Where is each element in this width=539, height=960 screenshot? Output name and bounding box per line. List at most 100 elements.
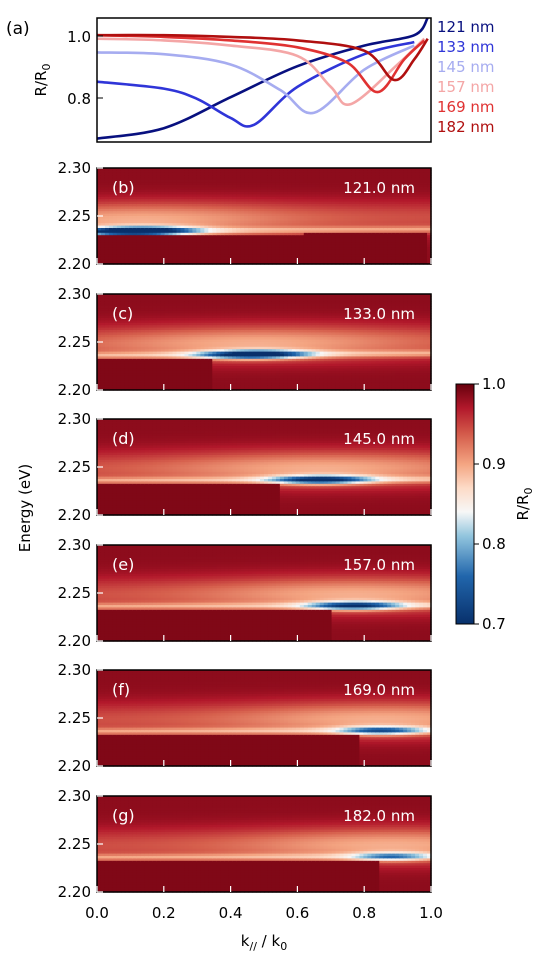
heatmap-cell xyxy=(112,206,118,210)
heatmap-cell xyxy=(260,192,265,195)
heatmap-cell xyxy=(264,192,269,195)
heatmap-cell xyxy=(371,249,376,253)
heatmap-cell xyxy=(184,261,190,265)
heatmap-cell xyxy=(315,247,321,251)
heatmap-cell xyxy=(287,247,293,251)
heatmap-cell xyxy=(315,177,321,181)
heatmap-cell xyxy=(359,201,365,205)
heatmap-cell xyxy=(152,194,158,198)
heatmap-cell xyxy=(144,351,150,355)
heatmap-cell xyxy=(132,225,138,229)
heatmap-cell xyxy=(176,201,182,205)
heatmap-cell xyxy=(196,237,201,241)
heatmap-cell xyxy=(240,172,245,176)
heatmap-cell xyxy=(188,240,194,243)
heatmap-cell xyxy=(132,366,138,369)
heatmap-cell xyxy=(116,168,122,171)
heatmap-cell xyxy=(160,235,166,239)
heatmap-cell xyxy=(303,256,309,260)
heatmap-cell xyxy=(156,330,162,333)
heatmap-cell xyxy=(140,175,146,179)
heatmap-cell xyxy=(97,232,102,236)
heatmap-cell xyxy=(283,230,289,234)
heatmap-cell xyxy=(303,175,309,179)
heatmap-cell xyxy=(395,235,400,239)
heatmap-cell xyxy=(124,204,130,207)
heatmap-cell xyxy=(212,189,217,193)
heatmap-cell xyxy=(140,318,146,321)
heatmap-cell xyxy=(232,252,237,255)
heatmap-cell xyxy=(359,168,365,171)
heatmap-cell xyxy=(136,184,142,188)
heatmap-cell xyxy=(244,180,249,183)
heatmap-cell xyxy=(252,237,257,241)
heatmap-cell xyxy=(359,237,365,241)
heatmap-cell xyxy=(232,180,237,183)
heatmap-cell xyxy=(180,189,186,193)
heatmap-cell xyxy=(100,380,106,384)
heatmap-cell xyxy=(112,346,118,350)
heatmap-cell xyxy=(97,170,102,174)
heatmap-cell xyxy=(132,346,138,350)
heatmap-cell xyxy=(100,228,106,231)
heatmap-cell xyxy=(359,211,365,215)
heatmap-cell xyxy=(252,249,257,253)
heatmap-cell xyxy=(375,180,380,183)
heatmap-cell xyxy=(120,196,126,200)
heatmap-cell xyxy=(267,204,273,207)
heatmap-cell xyxy=(295,235,301,239)
heatmap-cell xyxy=(112,375,118,379)
heatmap-cell xyxy=(156,206,162,210)
heatmap-cell xyxy=(387,182,392,186)
heatmap-cell xyxy=(228,170,233,174)
heatmap-cell xyxy=(120,334,126,338)
heatmap-cell xyxy=(148,378,154,381)
heatmap-cell xyxy=(116,184,122,188)
heatmap-cell xyxy=(188,187,194,191)
heatmap-cell xyxy=(220,211,225,215)
heatmap-cell xyxy=(148,252,154,255)
heatmap-cell xyxy=(180,194,186,198)
heatmap-cell xyxy=(244,235,249,239)
heatmap-cell xyxy=(283,223,289,227)
heatmap-cell xyxy=(415,199,420,203)
heatmap-cell xyxy=(236,192,241,195)
heatmap-cell xyxy=(236,204,241,207)
heatmap-cell xyxy=(188,196,194,200)
heatmap-cell xyxy=(387,199,392,203)
heatmap-cell xyxy=(267,208,273,212)
heatmap-cell xyxy=(172,180,178,183)
heatmap-cell xyxy=(240,194,245,198)
heatmap-cell xyxy=(160,180,166,183)
heatmap-cell xyxy=(319,254,325,258)
heatmap-cell xyxy=(355,211,361,215)
heatmap-cell xyxy=(411,261,416,265)
heatmap-cell xyxy=(108,303,114,307)
heatmap-cell xyxy=(172,170,178,174)
heatmap-cell xyxy=(176,232,182,236)
heatmap-cell xyxy=(236,184,241,188)
heatmap-cell xyxy=(152,237,158,241)
heatmap-cell xyxy=(319,184,325,188)
heatmap-cell xyxy=(379,180,384,183)
heatmap-cell xyxy=(256,216,261,219)
heatmap-cell xyxy=(383,259,388,263)
heatmap-cell xyxy=(244,172,249,176)
heatmap-cell xyxy=(427,232,432,236)
heatmap-cell xyxy=(339,220,345,224)
heatmap-cell xyxy=(152,315,158,319)
heatmap-cell xyxy=(160,252,166,255)
heatmap-cell xyxy=(331,218,337,222)
heatmap-cell xyxy=(216,261,221,265)
heatmap-cell xyxy=(319,182,325,186)
heatmap-cell xyxy=(256,211,261,215)
heatmap-cell xyxy=(212,247,217,251)
heatmap-cell xyxy=(291,206,297,210)
heatmap-cell xyxy=(307,204,313,207)
heatmap-cell xyxy=(403,177,408,181)
heatmap-cell xyxy=(124,375,130,379)
heatmap-cell xyxy=(407,244,412,248)
heatmap-cell xyxy=(355,206,361,210)
heatmap-cell xyxy=(112,213,118,217)
heatmap-cell xyxy=(335,237,341,241)
